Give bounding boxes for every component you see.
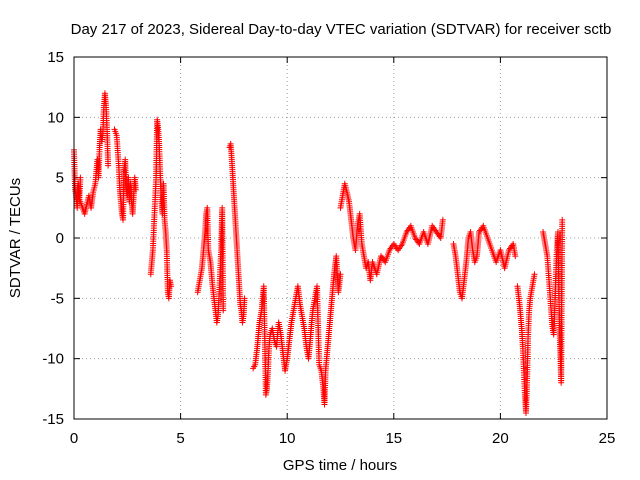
x-tick-label: 5: [176, 430, 184, 447]
data-point: [439, 216, 446, 223]
y-tick-label: -5: [51, 290, 64, 307]
y-tick-label: 10: [47, 109, 64, 126]
y-tick-label: 0: [56, 230, 64, 247]
plot-frame: [73, 56, 608, 420]
data-point: [132, 186, 139, 193]
x-axis-label: GPS time / hours: [283, 457, 397, 474]
data-point: [531, 271, 538, 278]
x-tick-label: 15: [385, 430, 402, 447]
y-tick-label: 15: [47, 49, 64, 66]
chart-title: Day 217 of 2023, Sidereal Day-to-day VTE…: [71, 21, 612, 38]
x-tick-label: 0: [70, 430, 78, 447]
y-tick-label: 5: [56, 170, 64, 187]
data-point: [77, 174, 84, 181]
data-point: [241, 295, 248, 302]
data-point: [105, 162, 112, 169]
y-tick-label: -10: [42, 351, 64, 368]
data-point: [559, 216, 566, 223]
x-tick-label: 20: [492, 430, 509, 447]
data-point: [220, 307, 227, 314]
data-point: [512, 253, 519, 260]
x-tick-label: 25: [599, 430, 616, 447]
data-points: [71, 90, 566, 416]
data-point: [337, 271, 344, 278]
y-tick-label: -15: [42, 411, 64, 428]
data-point: [168, 283, 175, 290]
x-tick-label: 10: [279, 430, 296, 447]
y-axis-label: SDTVAR / TECUs: [7, 178, 24, 298]
